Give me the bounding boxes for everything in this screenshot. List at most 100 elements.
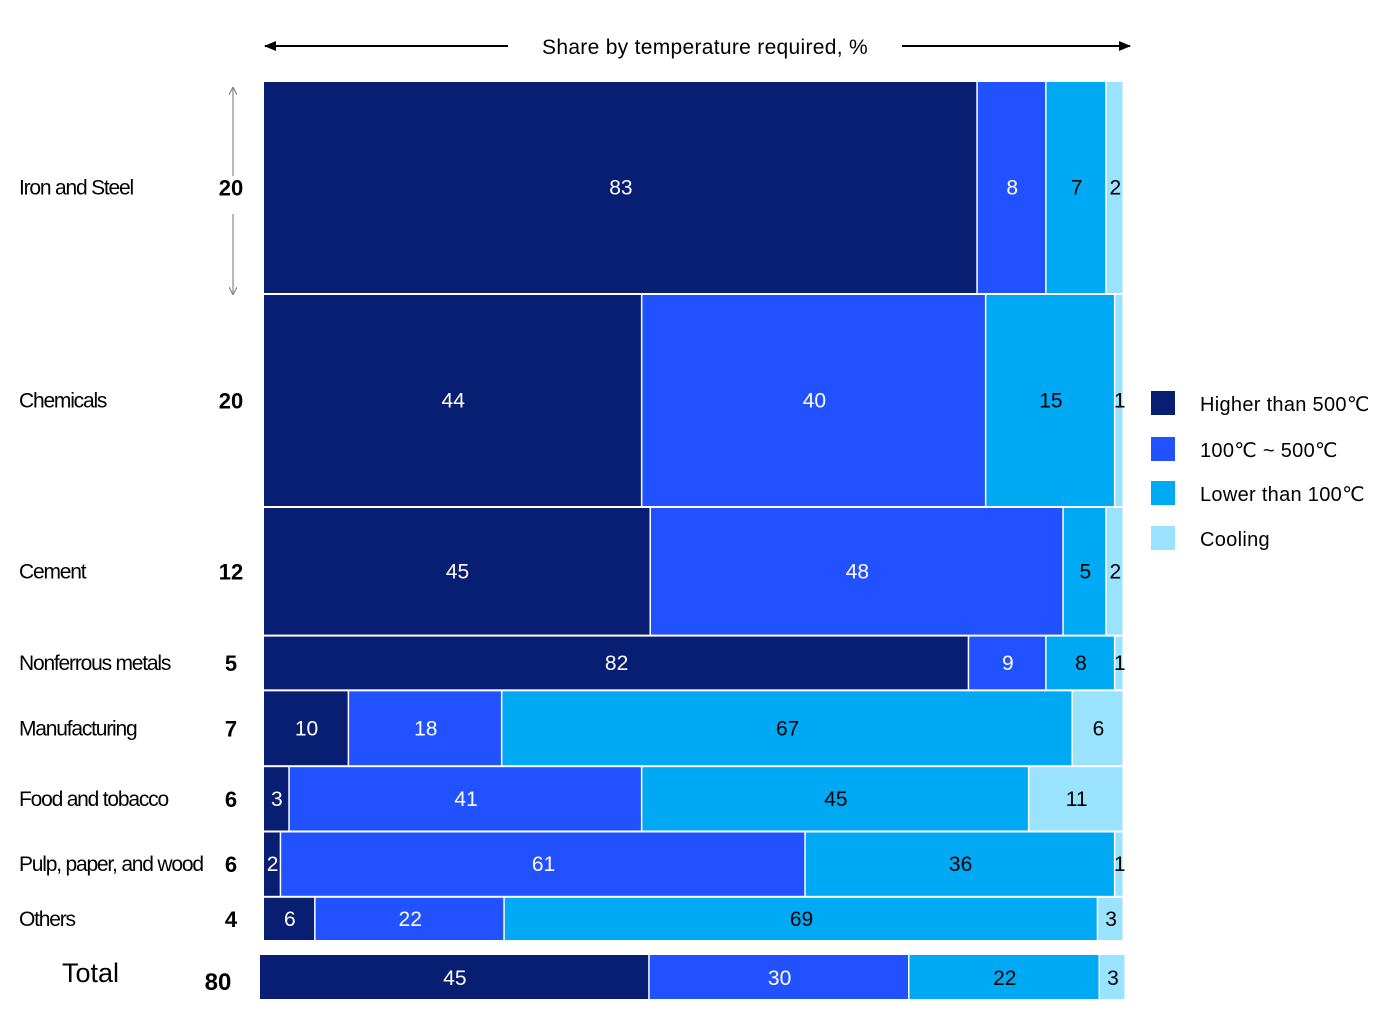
data-label-iron-and-steel-1: 8: [1006, 177, 1018, 200]
data-label-nonferrous-metals-1: 9: [1002, 652, 1014, 675]
data-label-others-1: 22: [399, 908, 422, 931]
legend-label-3: Cooling: [1200, 529, 1270, 551]
data-label-pulp-paper-and-wood-1: 61: [532, 853, 555, 876]
row-weight-iron-and-steel: 20: [219, 176, 243, 201]
bar-segment-others-0: [264, 897, 315, 940]
bar-segment-chemicals-1: [642, 295, 985, 506]
total-row: 45 30 22 3 Total 80: [62, 955, 1125, 999]
total-data-label-1: 30: [768, 967, 791, 990]
bar-segment-iron-and-steel-2: [1046, 82, 1106, 293]
data-label-manufacturing-1: 18: [414, 717, 437, 740]
legend-item-0: Higher than 500℃: [1151, 391, 1370, 416]
legend-item-2: Lower than 100℃: [1151, 481, 1365, 506]
bar-segment-cement-2: [1063, 508, 1106, 635]
bar-segment-nonferrous-metals-3: [1115, 636, 1123, 690]
bar-segment-others-3: [1098, 897, 1123, 940]
bar-segment-nonferrous-metals-0: [264, 636, 968, 690]
data-label-others-0: 6: [284, 908, 296, 931]
data-label-pulp-paper-and-wood-3: 1: [1114, 853, 1126, 876]
total-weight: 80: [205, 969, 232, 996]
bar-segment-manufacturing-0: [264, 691, 348, 766]
legend-swatch-1: [1151, 437, 1175, 461]
data-label-others-2: 69: [790, 908, 813, 931]
bar-segment-cement-3: [1106, 508, 1123, 635]
category-label-food-and-tobacco: Food and tobacco: [19, 788, 168, 811]
bar-segment-pulp-paper-and-wood-3: [1115, 832, 1123, 896]
data-label-chemicals-0: 44: [442, 390, 466, 413]
legend-swatch-3: [1151, 526, 1175, 550]
category-label-others: Others: [19, 908, 76, 931]
row-weight-food-and-tobacco: 6: [225, 787, 237, 812]
chart-row-manufacturing: 10 18 67 6 Manufacturing 7: [19, 691, 1123, 766]
data-label-food-and-tobacco-3: 11: [1066, 788, 1088, 811]
row-weight-pulp-paper-and-wood: 6: [225, 852, 237, 877]
data-label-cement-2: 5: [1079, 560, 1091, 583]
data-label-iron-and-steel-2: 7: [1071, 177, 1083, 200]
bar-segment-others-1: [315, 897, 504, 940]
bar-segment-cement-0: [264, 508, 650, 635]
data-label-nonferrous-metals-2: 8: [1075, 652, 1087, 675]
data-label-food-and-tobacco-2: 45: [824, 788, 847, 811]
total-data-label-2: 22: [993, 967, 1016, 990]
legend-swatch-2: [1151, 481, 1175, 505]
category-label-cement: Cement: [19, 560, 87, 583]
data-label-chemicals-3: 1: [1114, 390, 1126, 413]
category-label-pulp-paper-and-wood: Pulp, paper, and wood: [19, 853, 203, 876]
data-label-food-and-tobacco-0: 3: [271, 788, 283, 811]
bar-segment-pulp-paper-and-wood-2: [805, 832, 1114, 896]
data-label-pulp-paper-and-wood-2: 36: [949, 853, 972, 876]
data-label-cement-3: 2: [1110, 560, 1122, 583]
chart-title: Share by temperature required, %: [542, 36, 868, 59]
legend-label-2: Lower than 100℃: [1200, 484, 1365, 506]
total-label: Total: [62, 958, 119, 988]
bar-segment-food-and-tobacco-2: [642, 767, 1028, 831]
bar-segment-pulp-paper-and-wood-0: [264, 832, 280, 896]
bar-segment-cement-1: [651, 508, 1063, 635]
category-label-chemicals: Chemicals: [19, 390, 107, 413]
legend-swatch-0: [1151, 391, 1175, 415]
bar-segment-food-and-tobacco-3: [1029, 767, 1123, 831]
row-weight-others: 4: [225, 907, 238, 932]
chart-row-iron-and-steel: 83 8 7 2 Iron and Steel 20: [19, 82, 1123, 293]
chart-row-chemicals: 44 40 15 1 Chemicals 20: [19, 295, 1126, 506]
row-weight-nonferrous-metals: 5: [225, 651, 237, 676]
data-label-chemicals-1: 40: [803, 390, 826, 413]
data-label-food-and-tobacco-1: 41: [454, 788, 477, 811]
bar-segment-iron-and-steel-3: [1106, 82, 1123, 293]
total-segment-2: [909, 955, 1099, 999]
row-weight-chemicals: 20: [219, 389, 243, 414]
legend: Higher than 500℃ 100℃ ~ 500℃ Lower than 10…: [1151, 391, 1370, 551]
bar-segment-iron-and-steel-1: [977, 82, 1046, 293]
legend-label-1: 100℃ ~ 500℃: [1200, 440, 1338, 462]
legend-item-3: Cooling: [1151, 526, 1270, 551]
data-label-chemicals-2: 15: [1039, 390, 1062, 413]
bar-segment-food-and-tobacco-0: [264, 767, 289, 831]
row-weight-manufacturing: 7: [225, 716, 237, 741]
bar-segment-chemicals-0: [264, 295, 641, 506]
bar-segment-nonferrous-metals-2: [1046, 636, 1114, 690]
legend-item-1: 100℃ ~ 500℃: [1151, 437, 1338, 462]
chart-row-others: 6 22 69 3 Others 4: [19, 897, 1123, 940]
bar-segment-food-and-tobacco-1: [289, 767, 641, 831]
category-label-manufacturing: Manufacturing: [19, 717, 137, 740]
data-label-manufacturing-2: 67: [776, 717, 799, 740]
category-label-nonferrous-metals: Nonferrous metals: [19, 652, 171, 675]
chart-row-pulp-paper-and-wood: 2 61 36 1 Pulp, paper, and wood 6: [19, 832, 1126, 896]
total-segment-1: [649, 955, 908, 999]
data-label-iron-and-steel-0: 83: [609, 177, 632, 200]
total-segment-0: [260, 955, 649, 999]
data-label-nonferrous-metals-0: 82: [605, 652, 628, 675]
data-label-nonferrous-metals-3: 1: [1114, 652, 1126, 675]
chart-header: Share by temperature required, %: [264, 36, 1131, 59]
total-data-label-3: 3: [1107, 967, 1119, 990]
legend-label-0: Higher than 500℃: [1200, 394, 1370, 416]
bar-segment-manufacturing-1: [349, 691, 501, 766]
bar-segment-iron-and-steel-0: [264, 82, 977, 293]
data-label-cement-0: 45: [446, 560, 469, 583]
total-segment-3: [1100, 955, 1125, 999]
bar-segment-manufacturing-3: [1072, 691, 1123, 766]
total-data-label-0: 45: [443, 967, 466, 990]
data-label-cement-1: 48: [846, 560, 869, 583]
